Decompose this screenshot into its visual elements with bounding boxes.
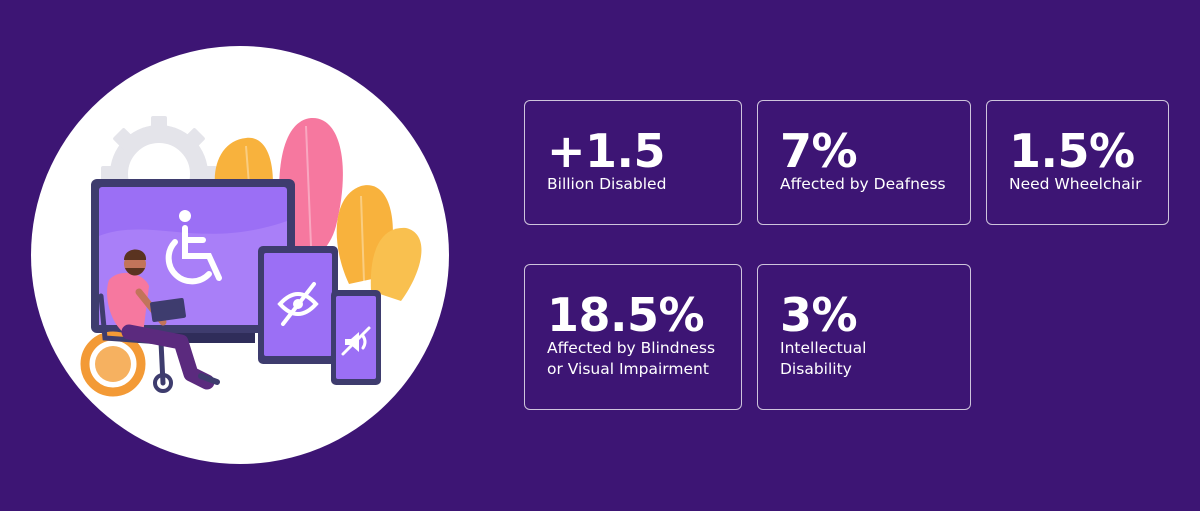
stat-value: 7% — [780, 124, 858, 178]
wheelchair-icon — [165, 210, 222, 285]
stat-caption-line: Intellectual — [780, 339, 867, 357]
stat-card-wheelchair: 1.5% Need Wheelchair — [986, 100, 1169, 225]
stat-value: +1.5 — [547, 124, 666, 178]
stat-caption: Affected by Deafness — [780, 174, 970, 195]
stat-caption-line: Disability — [780, 360, 852, 378]
stat-caption: Need Wheelchair — [1009, 174, 1168, 195]
speaker-mute-icon — [341, 326, 371, 356]
stat-caption: Affected by Blindness or Visual Impairme… — [547, 338, 741, 380]
stat-card-intellectual-disability: 3% Intellectual Disability — [757, 264, 971, 410]
stat-caption-line: Billion Disabled — [547, 175, 667, 193]
stat-value: 18.5% — [547, 288, 705, 342]
stat-value: 3% — [780, 288, 858, 342]
stat-caption-line: Need Wheelchair — [1009, 175, 1142, 193]
stat-caption-line: or Visual Impairment — [547, 360, 709, 378]
stat-card-deafness: 7% Affected by Deafness — [757, 100, 971, 225]
stat-card-billion-disabled: +1.5 Billion Disabled — [524, 100, 742, 225]
stat-caption-line: Affected by Blindness — [547, 339, 716, 357]
stat-value: 1.5% — [1009, 124, 1135, 178]
stat-caption: Billion Disabled — [547, 174, 741, 195]
eye-slash-icon — [277, 282, 319, 326]
accessibility-illustration — [31, 46, 449, 464]
stat-caption-line: Affected by Deafness — [780, 175, 946, 193]
stat-card-blindness: 18.5% Affected by Blindness or Visual Im… — [524, 264, 742, 410]
person-in-wheelchair — [80, 249, 220, 397]
stat-caption: Intellectual Disability — [780, 338, 970, 380]
